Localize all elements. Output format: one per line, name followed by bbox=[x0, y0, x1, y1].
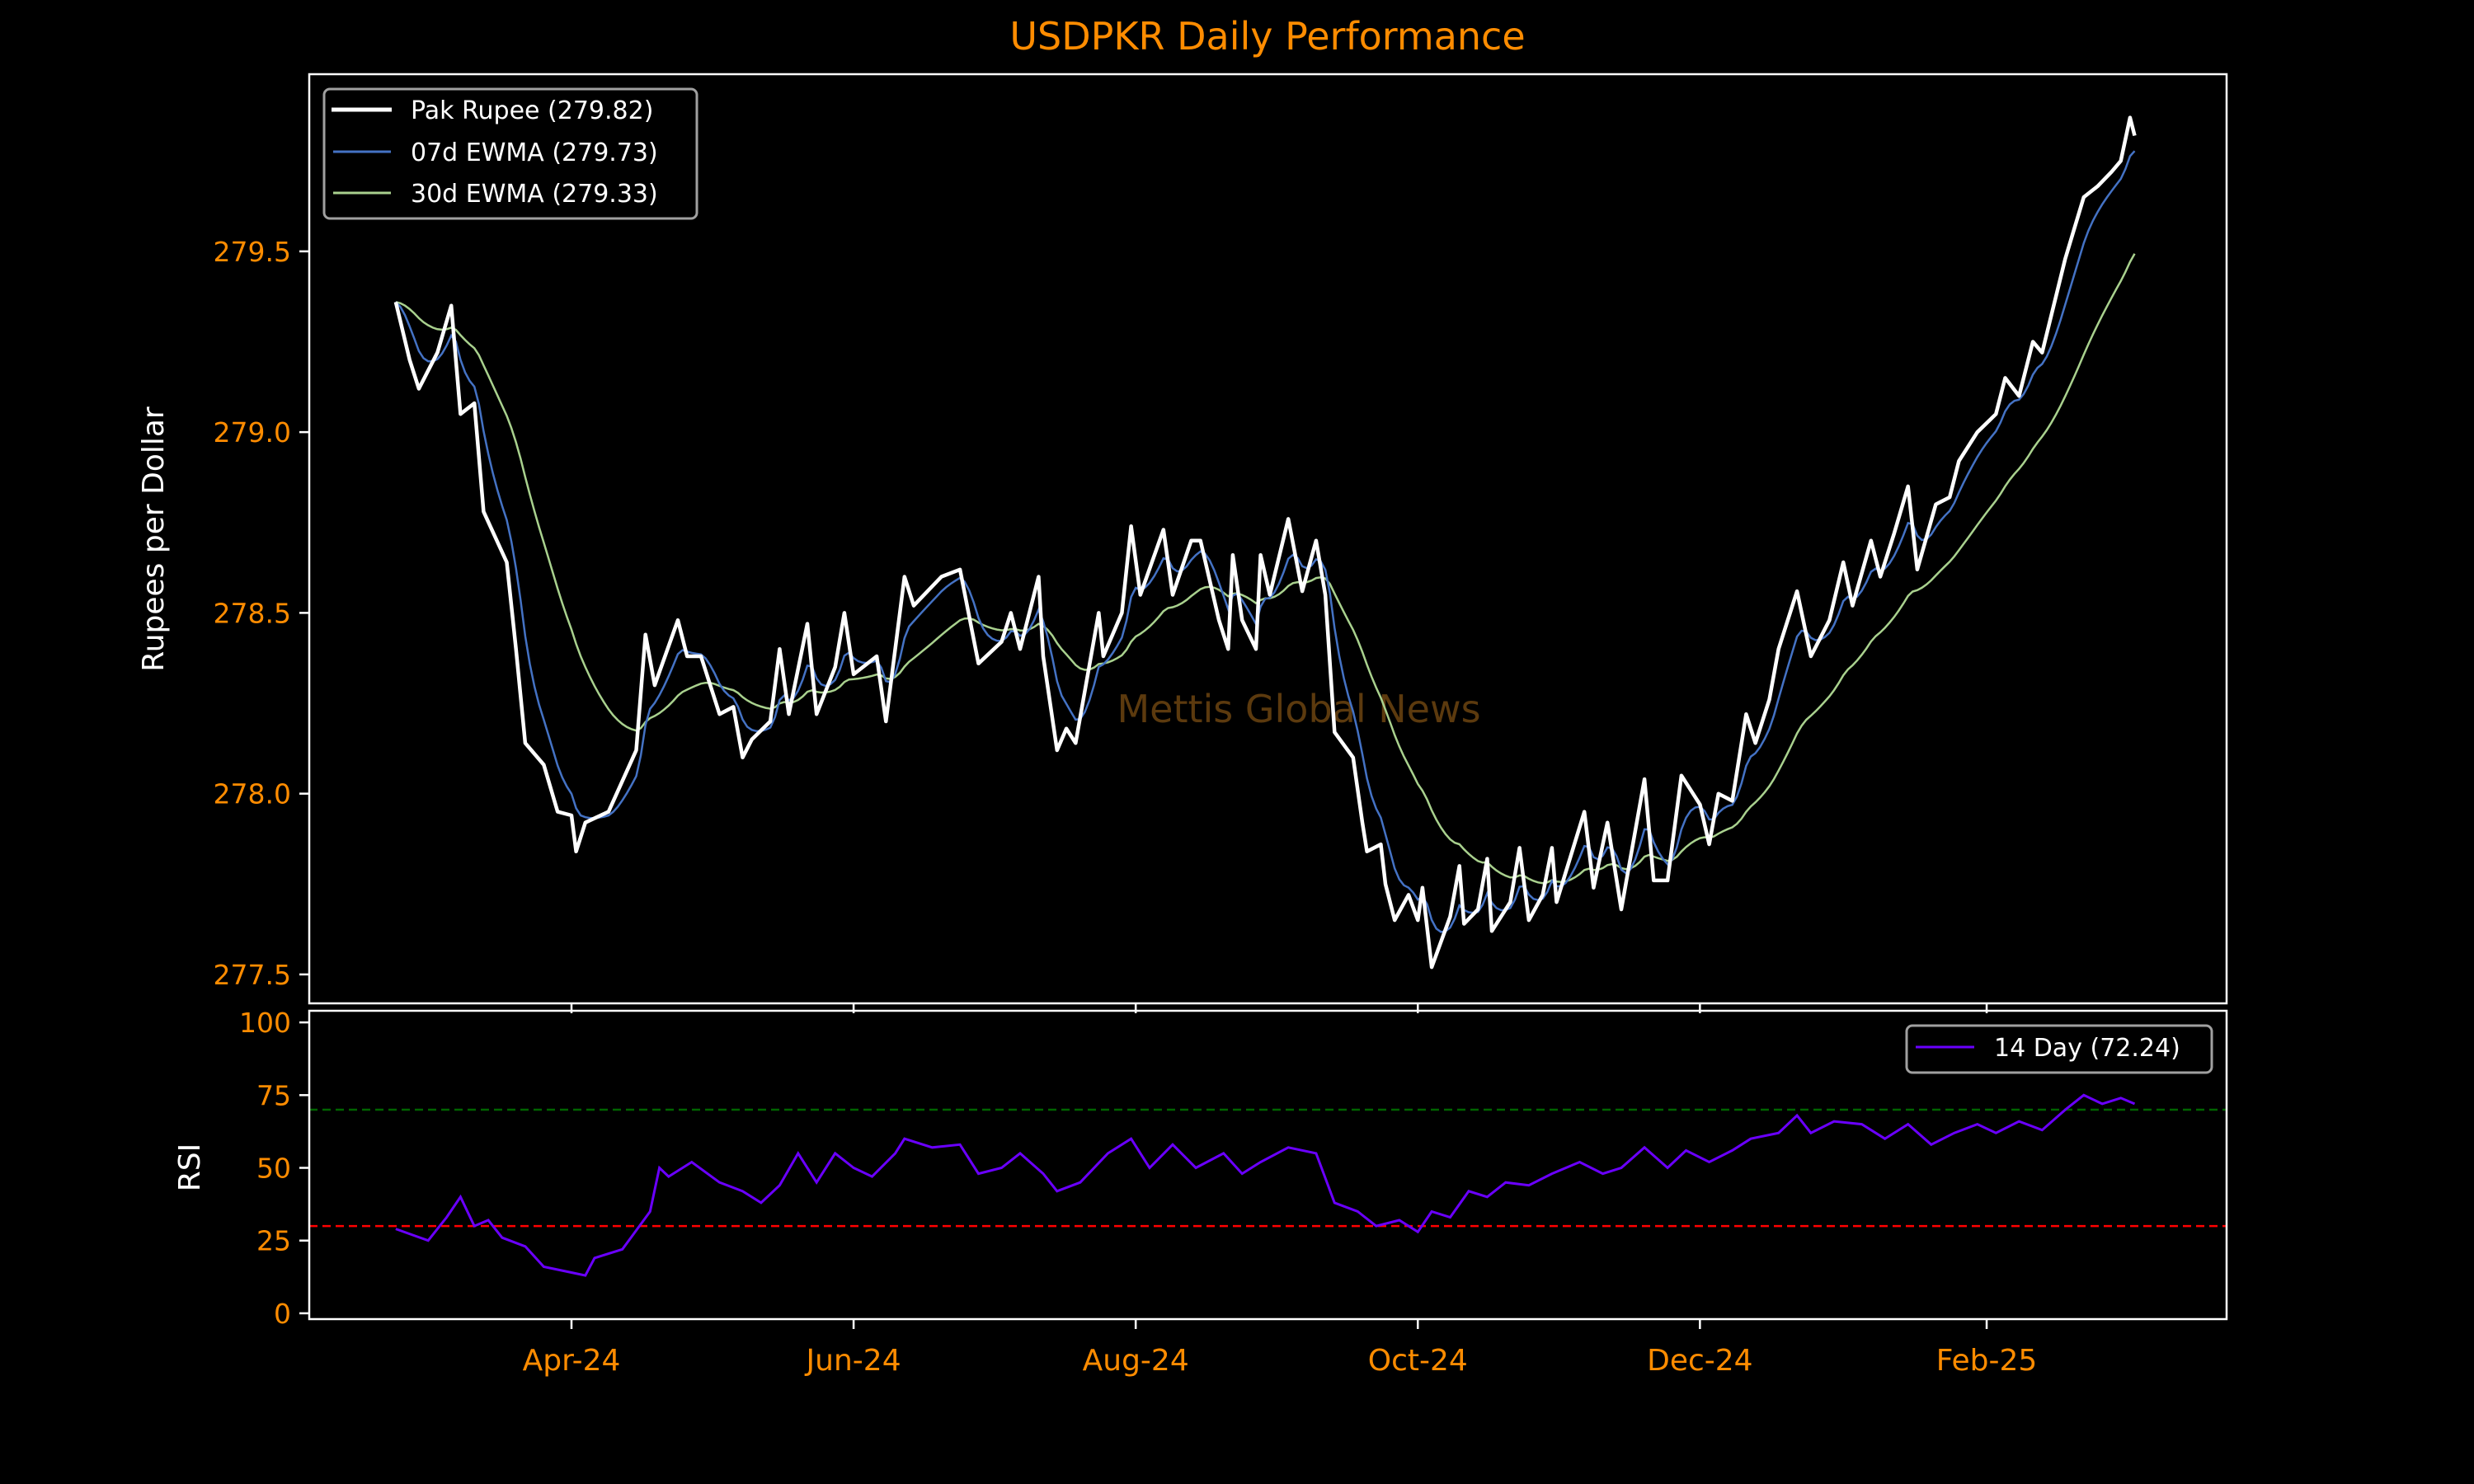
legend-label-rsi: 14 Day (72.24) bbox=[1994, 1034, 2180, 1063]
legend-label-ewma30: 30d EWMA (279.33) bbox=[411, 180, 658, 209]
price-ytick-label: 279.5 bbox=[214, 236, 291, 268]
price-axes-frame bbox=[308, 73, 2228, 1005]
price-ytick-label: 279.0 bbox=[214, 416, 291, 448]
price-ytick-label: 278.0 bbox=[214, 778, 291, 810]
rsi-axes: 0 25 50 75 100 Apr-24 Jun-24 Aug-24 Oct-24 Dec-24… bbox=[239, 1007, 2227, 1378]
price-ytick-label: 278.5 bbox=[214, 597, 291, 629]
legend-label-price: Pak Rupee (279.82) bbox=[411, 96, 653, 125]
xtick-label: Feb-25 bbox=[1936, 1344, 2038, 1378]
xtick-label: Aug-24 bbox=[1083, 1344, 1189, 1378]
price-axes: 277.5 278.0 278.5 279.0 279.5 bbox=[214, 115, 2137, 1013]
chart-title: USDPKR Daily Performance bbox=[1009, 14, 1525, 59]
series-line-ewma7 bbox=[395, 150, 2136, 933]
rsi-ylabel: RSI bbox=[173, 1144, 207, 1191]
series-line-rsi bbox=[395, 1093, 2136, 1277]
rsi-ytick-label: 0 bbox=[274, 1298, 291, 1330]
xtick-label: Dec-24 bbox=[1647, 1344, 1752, 1378]
price-ylabel: Rupees per Dollar bbox=[137, 406, 171, 672]
price-legend: Pak Rupee (279.82) 07d EWMA (279.73) 30d… bbox=[322, 87, 698, 220]
rsi-ytick-label: 75 bbox=[256, 1079, 291, 1111]
rsi-ytick-label: 25 bbox=[256, 1225, 291, 1257]
xtick-label: Oct-24 bbox=[1368, 1344, 1468, 1378]
watermark: Mettis Global News bbox=[1117, 687, 1480, 731]
xtick-label: Jun-24 bbox=[805, 1344, 901, 1378]
rsi-ytick-label: 50 bbox=[256, 1153, 291, 1185]
series-line-price bbox=[393, 115, 2137, 970]
xtick-label: Apr-24 bbox=[523, 1344, 621, 1378]
price-ytick-label: 277.5 bbox=[214, 959, 291, 991]
rsi-legend: 14 Day (72.24) bbox=[1905, 1024, 2213, 1074]
legend-label-ewma7: 07d EWMA (279.73) bbox=[411, 139, 658, 167]
rsi-ytick-label: 100 bbox=[239, 1007, 291, 1039]
rsi-axes-frame bbox=[308, 1009, 2228, 1321]
